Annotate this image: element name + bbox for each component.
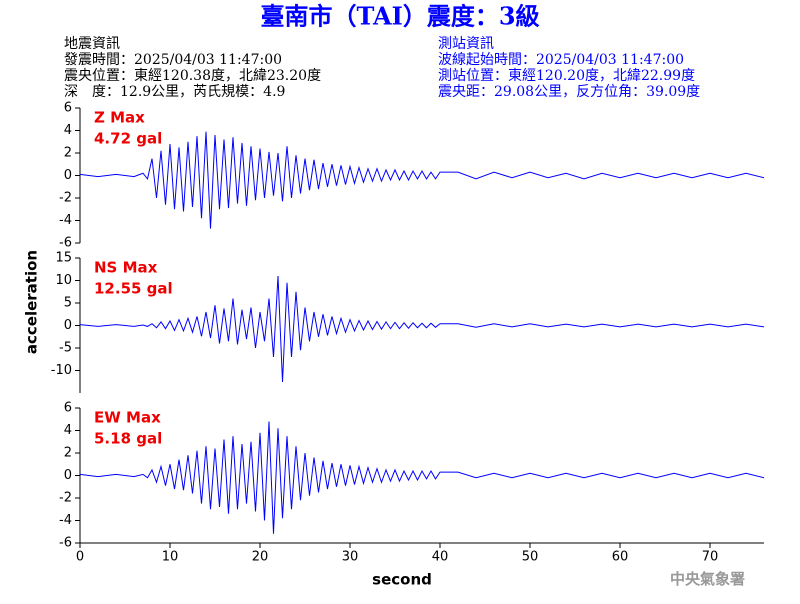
waveform xyxy=(79,421,765,534)
max-annotation: 5.18 gal xyxy=(94,430,162,448)
y-tick-label: 6 xyxy=(64,401,72,416)
max-annotation: NS Max xyxy=(94,259,158,277)
x-axis-label: second xyxy=(372,571,432,589)
y-tick-label: 5 xyxy=(64,296,72,311)
max-annotation: EW Max xyxy=(94,409,161,427)
y-tick-label: 0 xyxy=(64,168,72,183)
y-axis-label: acceleration xyxy=(23,250,41,354)
y-tick-label: -10 xyxy=(51,363,72,378)
y-tick-label: 15 xyxy=(55,251,72,266)
y-tick-label: -4 xyxy=(59,213,72,228)
max-annotation: Z Max xyxy=(94,109,145,127)
max-annotation: 12.55 gal xyxy=(94,280,173,298)
y-tick-label: -2 xyxy=(59,491,72,506)
waveform xyxy=(79,275,765,383)
header-left: 深 度：12.9公里，芮氏規模：4.9 xyxy=(64,83,285,100)
header-right: 震央距：29.08公里，反方位角：39.09度 xyxy=(438,84,700,100)
x-tick-label: 30 xyxy=(342,550,359,565)
page-title: 臺南市（TAI）震度：3級 xyxy=(260,2,539,31)
header-left: 地震資訊 xyxy=(64,36,120,52)
y-tick-label: 4 xyxy=(64,123,72,138)
x-tick-label: 60 xyxy=(612,550,629,565)
header-right: 測站位置：東經120.20度，北緯22.99度 xyxy=(438,68,695,84)
header-left: 發震時間：2025/04/03 11:47:00 xyxy=(64,52,282,68)
y-tick-label: 0 xyxy=(64,318,72,333)
header-right: 測站資訊 xyxy=(438,36,494,52)
y-tick-label: 2 xyxy=(64,446,72,461)
waveform xyxy=(79,131,765,229)
y-tick-label: -6 xyxy=(59,236,72,251)
max-annotation: 4.72 gal xyxy=(94,130,162,148)
x-tick-label: 70 xyxy=(702,550,719,565)
y-tick-label: 0 xyxy=(64,468,72,483)
x-tick-label: 10 xyxy=(162,550,179,565)
y-tick-label: 2 xyxy=(64,146,72,161)
y-tick-label: 6 xyxy=(64,101,72,116)
footer: 中央氣象署 xyxy=(670,570,745,588)
y-tick-label: -4 xyxy=(59,513,72,528)
header-left: 震央位置：東經120.38度，北緯23.20度 xyxy=(64,68,321,84)
y-tick-label: -5 xyxy=(59,341,72,356)
y-tick-label: -6 xyxy=(59,536,72,551)
y-tick-label: 10 xyxy=(55,273,72,288)
x-tick-label: 0 xyxy=(76,550,84,565)
x-tick-label: 40 xyxy=(432,550,449,565)
x-tick-label: 50 xyxy=(522,550,539,565)
y-tick-label: -2 xyxy=(59,191,72,206)
x-tick-label: 20 xyxy=(252,550,269,565)
y-tick-label: 4 xyxy=(64,423,72,438)
header-right: 波線起始時間：2025/04/03 11:47:00 xyxy=(438,52,684,68)
